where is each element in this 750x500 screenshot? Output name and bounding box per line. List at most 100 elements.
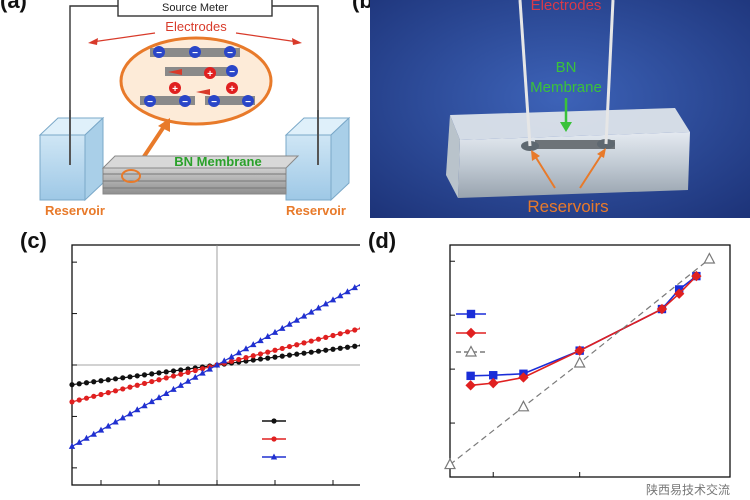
svg-text:−: −: [147, 97, 153, 108]
photo-reservoir-arrowhead-left: [531, 150, 540, 161]
data-point: [279, 353, 285, 359]
data-point: [517, 400, 530, 412]
data-point: [185, 369, 191, 375]
device-photo: Electrodes BN Membrane Reservoirs: [370, 0, 750, 218]
series-line: [470, 275, 697, 387]
data-point: [323, 347, 329, 353]
data-point: [83, 395, 90, 401]
iv-chart-series: [68, 283, 360, 449]
svg-text:+: +: [229, 84, 235, 95]
zoom-arrowhead: [158, 118, 170, 132]
data-point: [301, 340, 307, 346]
data-point: [330, 332, 336, 339]
membrane-strip: [535, 140, 615, 149]
data-point: [155, 394, 163, 401]
data-point: [465, 380, 476, 391]
data-point: [76, 438, 83, 445]
data-point: [322, 300, 329, 307]
data-point: [228, 358, 235, 364]
data-point: [703, 252, 716, 264]
data-point: [170, 385, 177, 392]
data-point: [329, 296, 337, 303]
data-point: [76, 381, 82, 387]
photo-electrode-left: [518, 0, 532, 147]
data-point: [286, 320, 293, 327]
data-point: [69, 382, 75, 388]
data-point: [264, 333, 271, 339]
electrodes-arrow-right: [235, 32, 299, 43]
data-point: [98, 391, 104, 398]
legend-marker: [271, 436, 277, 442]
data-point: [228, 353, 235, 360]
data-point: [98, 378, 104, 384]
data-point: [149, 371, 155, 377]
svg-text:−: −: [182, 97, 188, 108]
data-point: [199, 369, 206, 376]
data-point: [323, 334, 329, 340]
data-point: [337, 292, 344, 299]
reservoir-left-cube: [38, 116, 105, 202]
photo-electrode-right: [604, 0, 615, 145]
data-point: [105, 377, 111, 383]
data-point: [192, 367, 198, 374]
data-point: [170, 373, 177, 379]
wire-left: [69, 5, 118, 148]
data-point: [294, 342, 300, 348]
data-point: [272, 347, 278, 353]
legend-marker: [270, 453, 278, 460]
ion-flow-arrows: [168, 69, 210, 95]
data-point: [286, 352, 293, 358]
svg-text:−: −: [156, 48, 162, 59]
data-point: [199, 366, 206, 372]
data-point: [126, 410, 134, 417]
photo-reservoirs-label: Reservoirs: [527, 197, 608, 216]
svg-text:+: +: [207, 69, 213, 80]
data-point: [257, 356, 264, 362]
data-point: [134, 382, 140, 388]
svg-text:−: −: [229, 67, 235, 78]
source-meter-label: Source Meter: [162, 2, 228, 14]
data-point: [243, 355, 249, 361]
data-point: [308, 338, 314, 344]
data-point: [315, 304, 322, 311]
data-point: [83, 434, 90, 441]
data-point: [134, 406, 141, 413]
gel-block-side: [446, 115, 460, 198]
data-point: [344, 344, 351, 350]
data-point: [141, 372, 148, 378]
data-point: [163, 369, 169, 375]
photo-reservoir-arrow-right: [579, 153, 603, 189]
data-point: [315, 348, 322, 354]
wire-right: [272, 5, 319, 148]
data-point: [344, 288, 351, 295]
svg-text:−: −: [227, 48, 233, 59]
data-point: [170, 368, 177, 374]
data-point: [235, 349, 242, 356]
data-point: [192, 373, 199, 380]
data-point: [352, 343, 358, 349]
data-point: [206, 365, 213, 372]
conductivity-chart-legend: [456, 309, 486, 357]
panel-label-d: (d): [368, 228, 397, 253]
data-point: [293, 316, 300, 323]
data-point: [257, 337, 264, 344]
data-point: [489, 371, 498, 380]
data-point: [120, 375, 126, 381]
data-point: [177, 381, 184, 388]
data-point: [300, 312, 308, 319]
svg-text:−: −: [192, 48, 198, 59]
data-point: [236, 356, 242, 363]
data-point: [112, 418, 119, 425]
photo-membrane-label-2: Membrane: [530, 79, 602, 96]
data-point: [301, 350, 307, 356]
data-point: [141, 402, 148, 409]
svg-text:−: −: [245, 97, 251, 108]
photo-membrane-label-1: BN: [556, 59, 577, 76]
data-point: [330, 346, 336, 352]
data-point: [127, 384, 133, 390]
data-point: [250, 357, 256, 363]
panel-label-c: (c): [20, 228, 47, 253]
data-point: [265, 349, 271, 355]
data-point: [163, 375, 169, 381]
legend-marker: [466, 309, 476, 319]
